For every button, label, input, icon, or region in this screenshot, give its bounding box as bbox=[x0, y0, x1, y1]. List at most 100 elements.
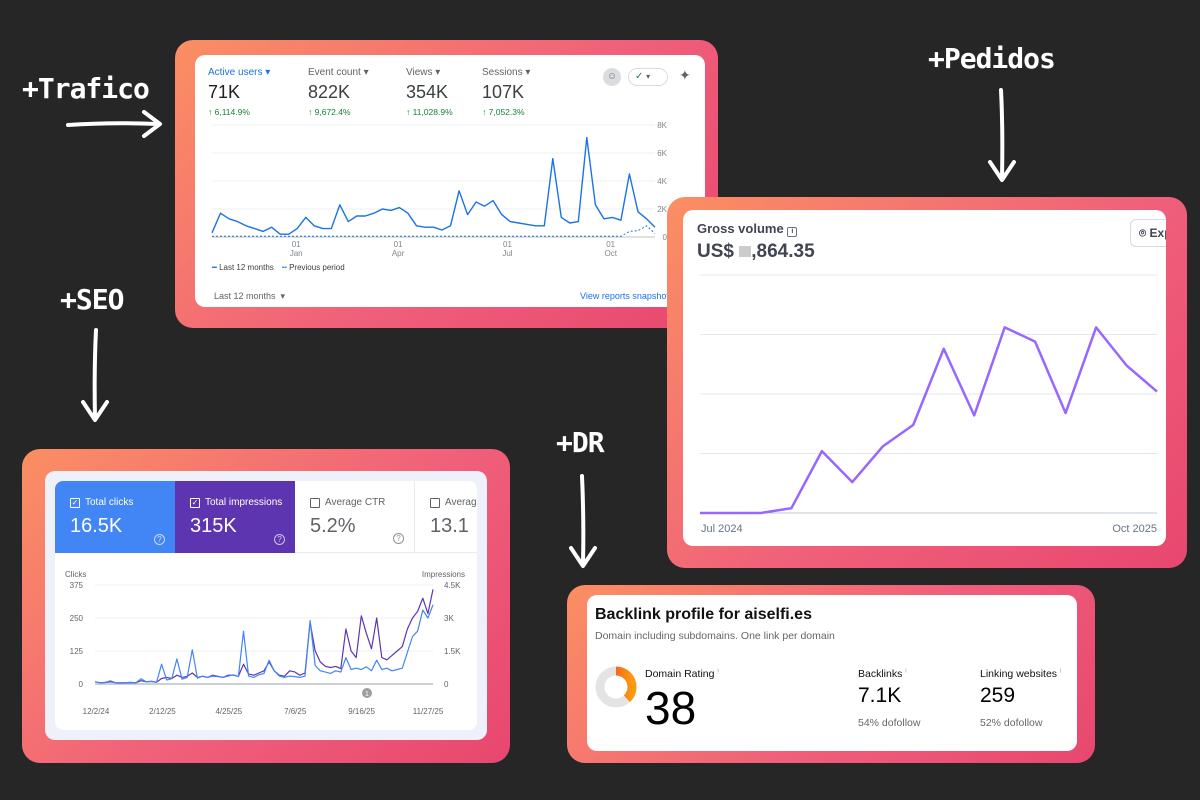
x-tick-label: 2/12/25 bbox=[149, 707, 176, 716]
y-tick-left: 0 bbox=[79, 680, 84, 689]
compare-icon[interactable]: ☺ bbox=[603, 68, 621, 86]
y-axis-label-left: Clicks bbox=[65, 570, 86, 579]
traffic-label: +Trafico bbox=[22, 72, 150, 105]
status-dropdown[interactable]: ✓ ▾ bbox=[628, 68, 668, 86]
y-tick-label: 8K bbox=[657, 121, 667, 130]
metric-change: 9,672.4% bbox=[314, 107, 351, 117]
y-tick-label: 2K bbox=[657, 205, 667, 214]
x-tick-label: 4/25/25 bbox=[215, 707, 242, 716]
x-tick-label: 7/6/25 bbox=[284, 707, 307, 716]
metric-value: 354K bbox=[406, 82, 449, 102]
legend-label: Last 12 months bbox=[219, 263, 274, 272]
arrow-down-icon bbox=[569, 474, 597, 568]
label-text: Domain Rating bbox=[645, 668, 715, 680]
checkbox-icon bbox=[310, 497, 320, 508]
legend-previous: ╍ Previous period bbox=[282, 263, 345, 272]
series-last-12-months bbox=[211, 136, 656, 235]
label-text: Linking websites bbox=[980, 668, 1058, 680]
search-console-card: ✓ Total clicks 16.5K? ✓ Total impressions … bbox=[45, 471, 487, 740]
metric-label: Event count bbox=[308, 67, 361, 78]
explore-button[interactable]: ⌾ Explore bbox=[1130, 219, 1166, 247]
y-tick-label: 6K bbox=[657, 149, 667, 158]
metric-label: Views bbox=[406, 67, 433, 78]
checkbox-checked-icon: ✓ bbox=[190, 497, 200, 508]
y-tick-right: 3K bbox=[444, 614, 454, 623]
arrow-right-icon bbox=[66, 110, 162, 138]
x-tick-label: 12/2/24 bbox=[83, 707, 110, 716]
x-tick-month: Jul bbox=[502, 249, 512, 258]
tile-average-ctr[interactable]: Average CTR 5.2%? bbox=[295, 481, 415, 553]
x-tick-day: 01 bbox=[394, 240, 403, 249]
checkbox-icon bbox=[430, 497, 440, 508]
tile-total-clicks[interactable]: ✓ Total clicks 16.5K? bbox=[55, 481, 175, 553]
metric-change: 7,052.3% bbox=[488, 107, 525, 117]
tile-value: 16.5K bbox=[70, 515, 123, 537]
metric-change: 11,028.9% bbox=[412, 107, 453, 117]
help-icon[interactable]: ? bbox=[154, 534, 165, 545]
y-tick-right: 0 bbox=[444, 680, 449, 689]
domain-rating-donut bbox=[595, 666, 637, 708]
arrow-down-icon bbox=[988, 88, 1016, 182]
sparkle-icon[interactable]: ✦ bbox=[679, 67, 691, 83]
backlinks-dofollow: 54% dofollow bbox=[858, 717, 921, 729]
x-tick-label: 9/16/25 bbox=[348, 707, 375, 716]
redacted-block bbox=[739, 246, 752, 257]
info-icon[interactable]: i bbox=[717, 668, 719, 675]
view-reports-link[interactable]: View reports snapshot bbox=[580, 291, 669, 301]
linking-websites-label: Linking websites i bbox=[980, 668, 1061, 680]
dr-label: +DR bbox=[556, 426, 605, 459]
linking-websites-value: 259 bbox=[980, 684, 1016, 707]
help-icon[interactable]: ? bbox=[274, 534, 285, 545]
x-tick-month: Jan bbox=[290, 249, 303, 258]
help-icon[interactable]: ? bbox=[393, 533, 404, 544]
info-icon[interactable]: i bbox=[1059, 668, 1062, 675]
binoculars-icon: ⌾ bbox=[1139, 226, 1147, 240]
date-range-dropdown[interactable]: Last 12 months ▾ bbox=[214, 291, 286, 301]
metric-views[interactable]: Views ▾ 354K ↑ 11,028.9% bbox=[406, 67, 453, 117]
backlink-profile-card: Backlink profile for aiselfi.es Domain i… bbox=[587, 595, 1077, 751]
x-label-end: Oct 2025 bbox=[1112, 523, 1157, 535]
date-range-label: Last 12 months bbox=[214, 291, 276, 301]
backlink-subtitle: Domain including subdomains. One link pe… bbox=[595, 630, 835, 642]
legend-current: ━ Last 12 months bbox=[212, 263, 274, 272]
y-tick-label: 4K bbox=[657, 177, 667, 186]
tile-value: 13.1 bbox=[430, 515, 469, 537]
x-tick-label: 11/27/25 bbox=[413, 707, 444, 716]
x-label-start: Jul 2024 bbox=[701, 523, 743, 535]
tile-label: Total clicks bbox=[85, 497, 134, 508]
y-tick-left: 250 bbox=[70, 614, 84, 623]
metric-active-users[interactable]: Active users ▾ 71K ↑ 6,114.9% bbox=[208, 67, 271, 117]
analytics-card: Active users ▾ 71K ↑ 6,114.9% Event coun… bbox=[195, 55, 705, 307]
tile-total-impressions[interactable]: ✓ Total impressions 315K? bbox=[175, 481, 295, 553]
x-tick-day: 01 bbox=[503, 240, 512, 249]
metric-sessions[interactable]: Sessions ▾ 107K ↑ 7,052.3% bbox=[482, 67, 531, 117]
metric-value: 107K bbox=[482, 82, 525, 102]
series-previous-period bbox=[212, 225, 656, 237]
domain-rating-label: Domain Rating i bbox=[645, 668, 719, 680]
donut-arc bbox=[595, 666, 637, 708]
backlinks-label: Backlinks i bbox=[858, 668, 907, 680]
gross-volume-title: Gross volume i bbox=[697, 221, 798, 237]
annotation-label: 1 bbox=[365, 691, 369, 698]
domain-rating-value: 38 bbox=[645, 682, 697, 734]
amount-value: ,864.35 bbox=[751, 241, 815, 262]
title-text: Gross volume bbox=[697, 221, 784, 236]
checkbox-checked-icon: ✓ bbox=[70, 497, 80, 508]
currency: US$ bbox=[697, 241, 734, 262]
info-icon[interactable]: i bbox=[787, 227, 798, 237]
info-icon[interactable]: i bbox=[905, 668, 907, 675]
metric-event-count[interactable]: Event count ▾ 822K ↑ 9,672.4% bbox=[308, 67, 369, 117]
label-text: Backlinks bbox=[858, 668, 903, 680]
orders-label: +Pedidos bbox=[928, 42, 1056, 75]
gross-volume-card: Gross volume i US$ ,864.35 ⌾ Explore Jul… bbox=[683, 210, 1166, 546]
seo-label: +SEO bbox=[60, 283, 124, 316]
y-tick-left: 125 bbox=[70, 647, 84, 656]
x-tick-day: 01 bbox=[292, 240, 301, 249]
legend-label: Previous period bbox=[289, 263, 345, 272]
x-tick-month: Oct bbox=[604, 249, 617, 258]
tile-average-position[interactable]: Average position 13.1 bbox=[415, 481, 477, 553]
y-axis-label-right: Impressions bbox=[422, 570, 465, 579]
y-tick-left: 375 bbox=[70, 581, 84, 590]
